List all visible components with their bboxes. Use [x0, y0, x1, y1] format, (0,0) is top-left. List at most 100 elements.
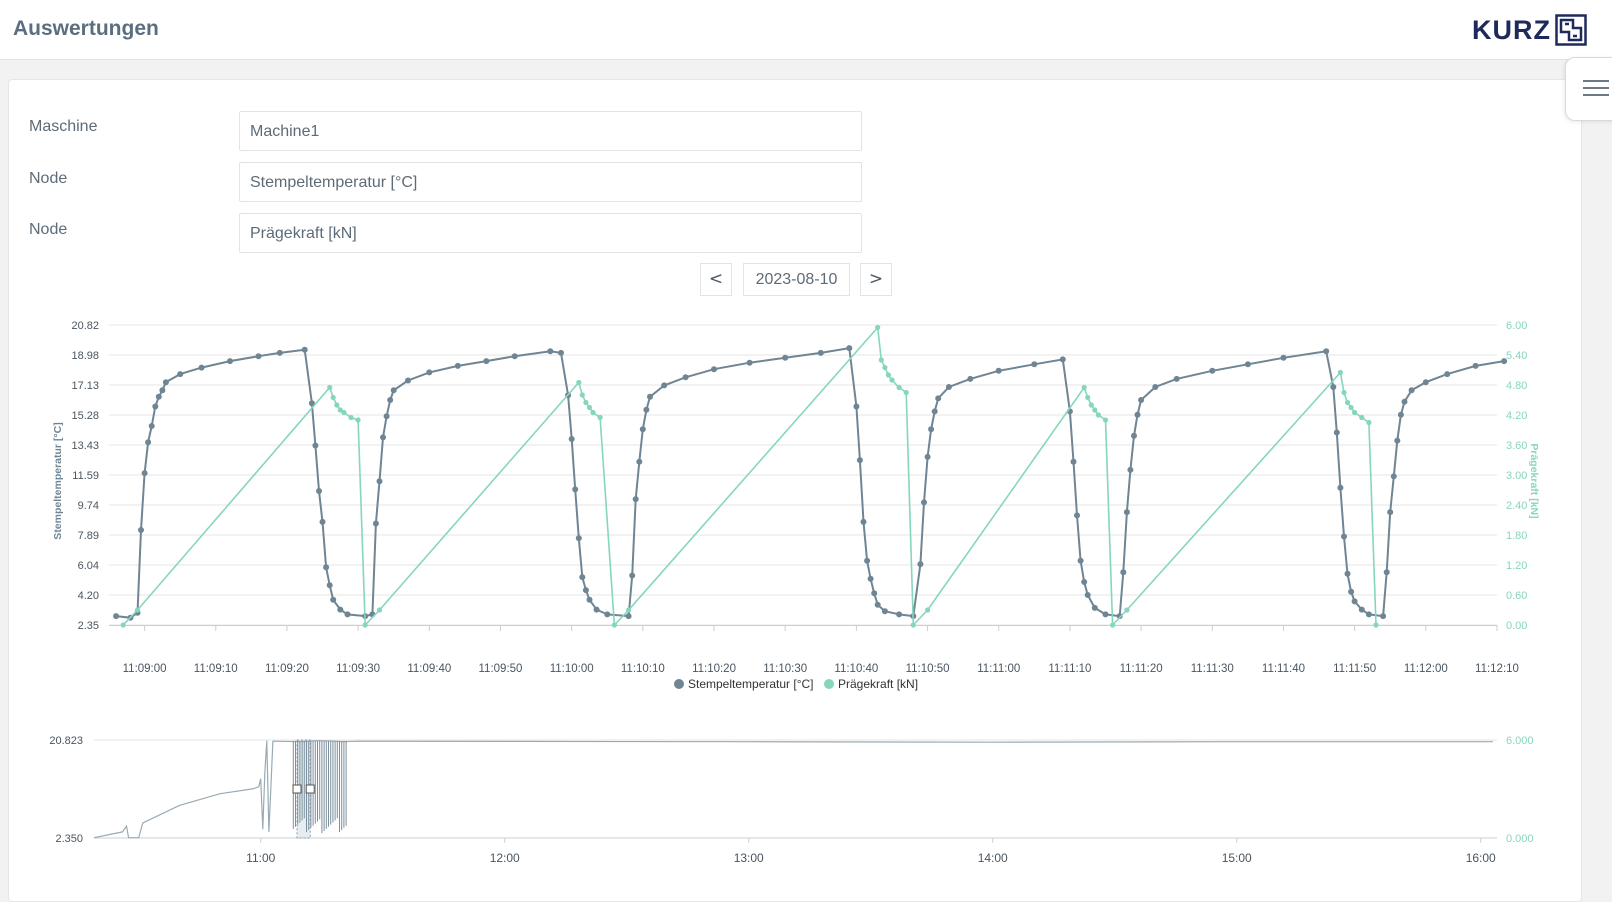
temperature-data-point[interactable] — [312, 442, 319, 449]
temperature-data-point[interactable] — [1138, 397, 1145, 403]
overview-navigator-chart[interactable]: 20.823 2.350 6.000 0.000 11:00 12:00 13:00 14:0… — [0, 722, 1570, 872]
temperature-data-point[interactable] — [1397, 411, 1404, 418]
temperature-data-point[interactable] — [330, 596, 337, 603]
temperature-data-point[interactable] — [967, 375, 974, 382]
temperature-data-point[interactable] — [1501, 358, 1508, 365]
temperature-data-point[interactable] — [579, 574, 586, 581]
force-data-point[interactable] — [882, 364, 888, 371]
temperature-data-point[interactable] — [1059, 356, 1066, 363]
temperature-data-point[interactable] — [483, 358, 490, 365]
temperature-data-point[interactable] — [1387, 509, 1394, 516]
temperature-data-point[interactable] — [1358, 606, 1365, 613]
force-data-point[interactable] — [330, 394, 336, 401]
temperature-data-point[interactable] — [867, 575, 874, 582]
force-data-point[interactable] — [1102, 417, 1109, 423]
force-data-point[interactable] — [334, 402, 340, 408]
temperature-data-point[interactable] — [141, 470, 148, 477]
force-data-point[interactable] — [611, 622, 618, 628]
temperature-data-point[interactable] — [864, 557, 871, 564]
temperature-data-point[interactable] — [846, 345, 853, 352]
force-data-point[interactable] — [586, 404, 593, 411]
temperature-data-point[interactable] — [1173, 375, 1180, 382]
force-data-point[interactable] — [120, 622, 126, 628]
temperature-data-point[interactable] — [817, 349, 824, 356]
temperature-data-point[interactable] — [301, 346, 308, 353]
temperature-data-point[interactable] — [1123, 509, 1130, 516]
force-data-point[interactable] — [1352, 409, 1358, 416]
temperature-data-point[interactable] — [308, 400, 315, 407]
force-data-point[interactable] — [903, 389, 909, 396]
temperature-data-point[interactable] — [924, 453, 931, 460]
force-data-point[interactable] — [896, 384, 902, 391]
force-data-point[interactable] — [889, 377, 895, 383]
temperature-data-point[interactable] — [639, 426, 646, 433]
temperature-data-point[interactable] — [1390, 473, 1397, 480]
temperature-data-point[interactable] — [344, 611, 351, 618]
temperature-data-point[interactable] — [113, 613, 120, 620]
temperature-data-point[interactable] — [604, 611, 611, 618]
force-data-point[interactable] — [1092, 407, 1098, 413]
temperature-data-point[interactable] — [1422, 379, 1429, 386]
temperature-data-point[interactable] — [1116, 613, 1123, 620]
temperature-data-point[interactable] — [856, 457, 863, 464]
temperature-data-point[interactable] — [1244, 361, 1251, 368]
date-display[interactable]: 2023-08-10 — [743, 263, 850, 296]
force-data-point[interactable] — [597, 414, 603, 421]
force-data-point[interactable] — [1110, 622, 1116, 628]
force-data-point[interactable] — [583, 399, 589, 406]
temperature-data-point[interactable] — [1102, 611, 1109, 618]
temperature-data-point[interactable] — [1134, 411, 1141, 418]
temperature-data-point[interactable] — [1341, 533, 1347, 540]
temperature-data-point[interactable] — [582, 587, 589, 594]
temperature-data-point[interactable] — [917, 561, 924, 568]
temperature-data-point[interactable] — [380, 434, 386, 441]
temperature-data-point[interactable] — [874, 601, 881, 608]
force-data-point[interactable] — [626, 607, 632, 613]
force-data-point[interactable] — [925, 607, 931, 613]
temperature-data-point[interactable] — [405, 377, 411, 384]
temperature-data-point[interactable] — [255, 353, 262, 360]
temperature-data-point[interactable] — [782, 354, 789, 361]
temperature-data-point[interactable] — [558, 349, 564, 356]
temperature-data-point[interactable] — [1401, 398, 1408, 405]
legend-label-temperature[interactable]: Stempeltemperatur [°C] — [688, 677, 814, 691]
kurz-logo[interactable]: KURZ — [1472, 12, 1587, 48]
temperature-data-point[interactable] — [575, 535, 582, 542]
temperature-data-point[interactable] — [586, 596, 593, 603]
temperature-data-point[interactable] — [152, 403, 159, 410]
node1-select[interactable]: Stempeltemperatur [°C] — [239, 162, 862, 202]
temperature-data-point[interactable] — [593, 606, 600, 613]
force-data-point[interactable] — [875, 324, 881, 331]
temperature-data-point[interactable] — [159, 387, 166, 394]
temperature-data-point[interactable] — [1337, 484, 1344, 491]
temperature-data-point[interactable] — [454, 362, 461, 369]
temperature-data-point[interactable] — [853, 403, 860, 410]
force-data-point[interactable] — [1366, 419, 1372, 426]
temperature-data-point[interactable] — [326, 582, 333, 589]
temperature-data-point[interactable] — [376, 478, 383, 485]
temperature-data-point[interactable] — [572, 486, 579, 493]
force-data-point[interactable] — [327, 384, 333, 391]
force-data-point[interactable] — [885, 372, 892, 378]
force-data-point[interactable] — [1373, 622, 1379, 628]
temperature-data-point[interactable] — [935, 395, 942, 402]
nav-selection-handle[interactable] — [292, 784, 302, 794]
temperature-data-point[interactable] — [1348, 588, 1355, 595]
force-data-point[interactable] — [576, 379, 582, 386]
temperature-data-point[interactable] — [921, 499, 927, 506]
temperature-data-point[interactable] — [568, 436, 575, 442]
force-data-point[interactable] — [1085, 394, 1091, 401]
temperature-data-point[interactable] — [426, 369, 433, 376]
force-data-point[interactable] — [341, 409, 347, 416]
temperature-data-point[interactable] — [162, 379, 169, 386]
temperature-data-point[interactable] — [625, 613, 632, 620]
temperature-data-point[interactable] — [1280, 354, 1287, 361]
temperature-data-point[interactable] — [1444, 371, 1451, 378]
previous-date-button[interactable]: < — [700, 263, 732, 296]
temperature-data-point[interactable] — [1074, 512, 1080, 519]
temperature-data-point[interactable] — [647, 393, 653, 400]
temperature-data-point[interactable] — [148, 423, 155, 429]
temperature-data-point[interactable] — [1070, 458, 1077, 465]
node2-select[interactable]: Prägekraft [kN] — [239, 213, 862, 253]
temperature-data-point[interactable] — [632, 496, 639, 503]
